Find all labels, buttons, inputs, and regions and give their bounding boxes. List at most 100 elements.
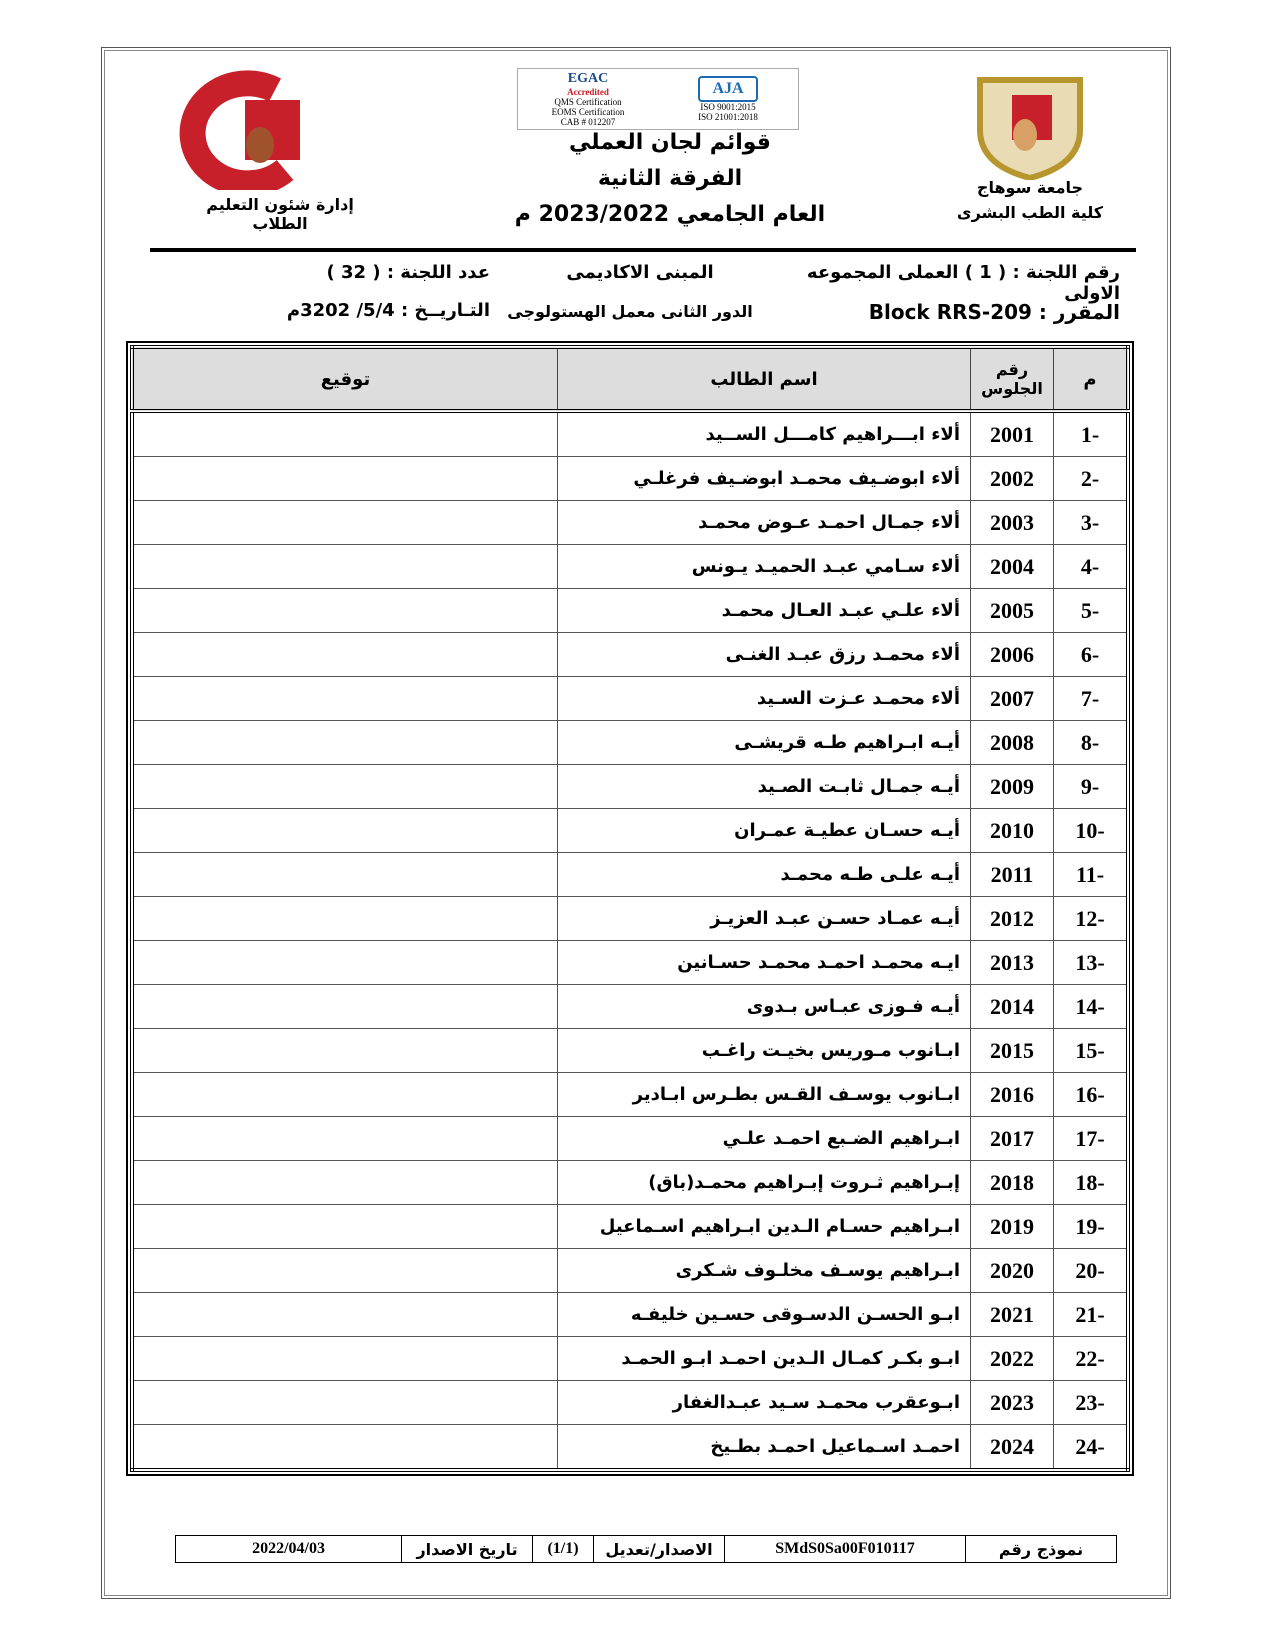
table-row: 12- 2012 أيـه عمـاد حسـن عبـد العزيـز <box>131 896 1129 941</box>
table-row: 17- 2017 ابـراهيم الضـبع احمـد علـي <box>131 1116 1129 1161</box>
signature-cell[interactable] <box>131 852 558 897</box>
student-name: ألاء ابوضـيف محمـد ابوضـيف فرغلـي <box>557 456 971 501</box>
student-name: أيـه حسـان عطيـة عمـران <box>557 808 971 853</box>
signature-cell[interactable] <box>131 676 558 721</box>
issue-date-label: تاريخ الاصدار <box>401 1536 532 1562</box>
header-divider <box>150 248 1136 252</box>
form-footer: نموذج رقم SMdS0Sa00F010117 الاصدار/تعديل… <box>175 1535 1117 1563</box>
signature-cell[interactable] <box>131 720 558 765</box>
seat-number: 2005 <box>970 588 1054 633</box>
student-affairs-label: إدارة شئون التعليم الطلاب <box>206 195 354 233</box>
row-number: 9- <box>1053 764 1129 809</box>
students-table: م رقم الجلوس اسم الطالب توقيع 1- 2001 ألاء… <box>126 341 1134 1476</box>
row-number: 6- <box>1053 632 1129 677</box>
signature-cell[interactable] <box>131 544 558 589</box>
signature-cell[interactable] <box>131 1248 558 1293</box>
signature-cell[interactable] <box>131 1072 558 1117</box>
student-name: ألاء ابـــراهيم كامـــل الســيد <box>557 410 971 457</box>
student-name: ابـو بكـر كمـال الـدين احمـد ابـو الحمـد <box>557 1336 971 1381</box>
row-number: 10- <box>1053 808 1129 853</box>
row-number: 8- <box>1053 720 1129 765</box>
student-name: ابـانوب مـوريس بخيـت راغـب <box>557 1028 971 1073</box>
faculty-name: كلية الطب البشرى <box>956 203 1104 222</box>
table-row: 5- 2005 ألاء علـي عبـد العـال محمـد <box>131 588 1129 633</box>
student-name: ابـراهيم يوسـف مخلـوف شـكرى <box>557 1248 971 1293</box>
table-row: 2- 2002 ألاء ابوضـيف محمـد ابوضـيف فرغلـي <box>131 456 1129 501</box>
row-number: 24- <box>1053 1424 1129 1471</box>
signature-cell[interactable] <box>131 1292 558 1337</box>
row-number: 19- <box>1053 1204 1129 1249</box>
signature-cell[interactable] <box>131 1160 558 1205</box>
student-name: ألاء محمـد رزق عبـد الغنـى <box>557 632 971 677</box>
issue-date: 2022/04/03 <box>252 1540 325 1557</box>
version-label: الاصدار/تعديل <box>593 1536 724 1562</box>
seat-number: 2015 <box>970 1028 1054 1073</box>
row-number: 13- <box>1053 940 1129 985</box>
table-row: 18- 2018 إبـراهيم ثـروت إبـراهيم محمـد(باق… <box>131 1160 1129 1205</box>
signature-cell[interactable] <box>131 984 558 1029</box>
seat-number: 2014 <box>970 984 1054 1029</box>
signature-cell[interactable] <box>131 808 558 853</box>
signature-cell[interactable] <box>131 896 558 941</box>
signature-cell[interactable] <box>131 1336 558 1381</box>
signature-cell[interactable] <box>131 500 558 545</box>
student-name: أيـه جمـال ثابـت الصـيد <box>557 764 971 809</box>
row-number: 16- <box>1053 1072 1129 1117</box>
form-number: SMdS0Sa00F010117 <box>724 1536 965 1562</box>
signature-cell[interactable] <box>131 1204 558 1249</box>
student-name: ابـوعقرب محمـد سـيد عبـدالغفار <box>557 1380 971 1425</box>
signature-cell[interactable] <box>131 456 558 501</box>
seat-number: 2011 <box>970 852 1054 897</box>
seat-number: 2010 <box>970 808 1054 853</box>
signature-cell[interactable] <box>131 632 558 677</box>
egac-logo: EGAC Accredited QMS Certification EOMS C… <box>551 71 625 127</box>
committee-number: رقم اللجنة : ( 1 ) العملى المجموعه الاول… <box>806 262 1120 304</box>
seat-number: 2002 <box>970 456 1054 501</box>
row-number: 1- <box>1053 410 1129 457</box>
student-name: احمـد اسـماعيل احمـد بطـيخ <box>557 1424 971 1471</box>
student-name: ابـراهيم الضـبع احمـد علـي <box>557 1116 971 1161</box>
signature-cell[interactable] <box>131 588 558 633</box>
col-name: اسم الطالب <box>557 346 971 413</box>
row-number: 22- <box>1053 1336 1129 1381</box>
seat-number: 2019 <box>970 1204 1054 1249</box>
signature-cell[interactable] <box>131 764 558 809</box>
table-row: 9- 2009 أيـه جمـال ثابـت الصـيد <box>131 764 1129 809</box>
seat-number: 2008 <box>970 720 1054 765</box>
signature-cell[interactable] <box>131 1380 558 1425</box>
seat-number: 2003 <box>970 500 1054 545</box>
building: المبنى الاكاديمى <box>566 262 714 283</box>
signature-cell[interactable] <box>131 410 558 457</box>
col-number: م <box>1053 346 1129 413</box>
col-seat: رقم الجلوس <box>970 346 1054 413</box>
row-number: 21- <box>1053 1292 1129 1337</box>
student-name: أيـه ابـراهيم طـه قريشـى <box>557 720 971 765</box>
seat-number: 2017 <box>970 1116 1054 1161</box>
signature-cell[interactable] <box>131 1028 558 1073</box>
table-row: 7- 2007 ألاء محمـد عـزت السـيد <box>131 676 1129 721</box>
seat-number: 2001 <box>970 410 1054 457</box>
seat-number: 2012 <box>970 896 1054 941</box>
committee-count: عدد اللجنة : ( 32 ) <box>326 262 491 283</box>
student-name: ألاء محمـد عـزت السـيد <box>557 676 971 721</box>
signature-cell[interactable] <box>131 1424 558 1471</box>
table-row: 14- 2014 أيـه فـوزى عبـاس بـدوى <box>131 984 1129 1029</box>
certification-logos: EGAC Accredited QMS Certification EOMS C… <box>517 68 799 130</box>
student-name: ابـراهيم حسـام الـدين ابـراهيم اسـماعيل <box>557 1204 971 1249</box>
row-number: 7- <box>1053 676 1129 721</box>
row-number: 2- <box>1053 456 1129 501</box>
seat-number: 2024 <box>970 1424 1054 1471</box>
row-number: 18- <box>1053 1160 1129 1205</box>
signature-cell[interactable] <box>131 940 558 985</box>
seat-number: 2023 <box>970 1380 1054 1425</box>
faculty-logo <box>165 70 345 197</box>
seat-number: 2018 <box>970 1160 1054 1205</box>
table-row: 1- 2001 ألاء ابـــراهيم كامـــل الســيد <box>131 410 1129 457</box>
table-row: 19- 2019 ابـراهيم حسـام الـدين ابـراهيم اس… <box>131 1204 1129 1249</box>
student-name: أيـه عمـاد حسـن عبـد العزيـز <box>557 896 971 941</box>
seat-number: 2009 <box>970 764 1054 809</box>
table-row: 3- 2003 ألاء جمـال احمـد عـوض محمـد <box>131 500 1129 545</box>
signature-cell[interactable] <box>131 1116 558 1161</box>
student-name: ابـو الحسـن الدسـوقى حسـين خليفـه <box>557 1292 971 1337</box>
seat-number: 2022 <box>970 1336 1054 1381</box>
